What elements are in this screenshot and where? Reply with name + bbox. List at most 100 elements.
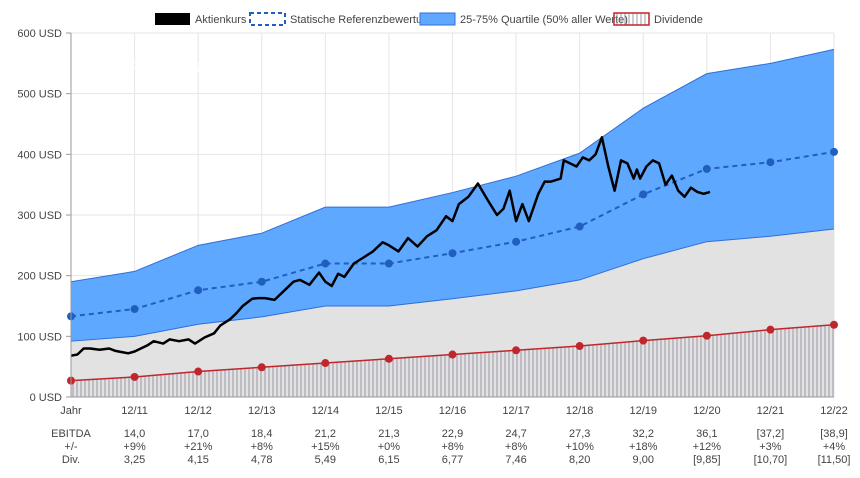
table-cell: +15% <box>311 441 340 453</box>
table-cell: [11,50] <box>818 454 851 466</box>
dividend-point <box>639 336 648 345</box>
x-tick-label: 12/21 <box>757 405 785 417</box>
y-tick-label: 500 USD <box>17 89 62 101</box>
table-row-label: +/- <box>64 441 77 453</box>
legend: Aktienkurs Statische Referenzbewertung 25-… <box>155 12 703 26</box>
fundamentals-table: EBITDA 14,0 17,0 18,4 21,2 21,3 22,9 24,7 27,3 32… <box>51 428 850 466</box>
quartile-band-area <box>71 49 834 342</box>
table-cell: 18,4 <box>251 428 272 440</box>
table-cell: 6,77 <box>442 454 463 466</box>
table-cell: 17,0 <box>187 428 208 440</box>
y-tick-label: 300 USD <box>17 210 62 222</box>
table-cell: 32,2 <box>633 428 654 440</box>
table-cell: +9% <box>123 441 146 453</box>
table-cell: 9,00 <box>633 454 654 466</box>
table-cell: 24,7 <box>505 428 526 440</box>
table-cell: [9,85] <box>693 454 721 466</box>
table-cell: +8% <box>441 441 464 453</box>
dividend-point <box>575 342 584 351</box>
reference-point <box>512 237 521 246</box>
price-line <box>70 136 711 357</box>
table-cell: +3% <box>759 441 782 453</box>
x-tick-label: 12/15 <box>375 405 403 417</box>
dividend-point <box>194 367 203 376</box>
table-cell: +4% <box>823 441 846 453</box>
table-cell: [38,9] <box>820 428 848 440</box>
x-tick-label: 12/19 <box>629 405 657 417</box>
quartile-lower-line <box>70 228 835 342</box>
table-cell: +12% <box>693 441 722 453</box>
table-cell: +8% <box>251 441 274 453</box>
table-cell: 27,3 <box>569 428 590 440</box>
reference-point <box>130 305 139 314</box>
reference-point <box>702 164 711 173</box>
table-row-label: EBITDA <box>51 428 91 440</box>
table-cell: +0% <box>378 441 401 453</box>
plot-area <box>67 48 838 397</box>
x-tick-label: 12/14 <box>312 405 340 417</box>
reference-point <box>639 190 648 199</box>
x-tick-label: 12/22 <box>820 405 848 417</box>
reference-point <box>575 222 584 231</box>
legend-label-dividend: Dividende <box>654 14 703 26</box>
y-tick-label: 200 USD <box>17 271 62 283</box>
dividend-point <box>766 325 775 334</box>
legend-swatch-price <box>155 13 190 25</box>
quartile-upper-line <box>70 48 835 283</box>
table-cell: +8% <box>505 441 528 453</box>
x-tick-label: 12/13 <box>248 405 276 417</box>
table-cell: 4,78 <box>251 454 272 466</box>
x-tick-label: 12/16 <box>439 405 467 417</box>
reference-point <box>766 158 775 167</box>
dividend-point <box>384 354 393 363</box>
x-tick-label: 12/17 <box>502 405 530 417</box>
table-cell: 14,0 <box>124 428 145 440</box>
y-tick-label: 100 USD <box>17 331 62 343</box>
dividend-point <box>130 372 139 381</box>
table-cell: 36,1 <box>696 428 717 440</box>
dividend-point <box>321 359 330 368</box>
table-cell: 22,9 <box>442 428 463 440</box>
dividend-point <box>512 346 521 355</box>
table-cell: 6,15 <box>378 454 399 466</box>
legend-swatch-dividend <box>613 12 650 26</box>
table-cell: 8,20 <box>569 454 590 466</box>
table-cell: 7,46 <box>505 454 526 466</box>
table-cell: 3,25 <box>124 454 145 466</box>
dividend-point <box>448 350 457 359</box>
watermark-text: aktienbewertung.info <box>90 56 231 72</box>
table-cell: 4,15 <box>187 454 208 466</box>
x-tick-label: 12/20 <box>693 405 721 417</box>
x-tick-label: 12/18 <box>566 405 594 417</box>
x-axis-label: Jahr <box>60 405 82 417</box>
dividend-point <box>702 331 711 340</box>
reference-point <box>830 147 838 156</box>
table-row-label: Div. <box>62 454 80 466</box>
legend-swatch-quartile <box>419 12 456 26</box>
legend-label-price: Aktienkurs <box>195 14 247 26</box>
table-cell: +18% <box>629 441 658 453</box>
table-cell: +10% <box>565 441 594 453</box>
table-cell: [10,70] <box>754 454 788 466</box>
reference-point <box>257 277 266 286</box>
y-tick-label: 600 USD <box>17 28 62 40</box>
table-cell: 21,2 <box>315 428 336 440</box>
table-cell: [37,2] <box>757 428 785 440</box>
table-cell: 5,49 <box>315 454 336 466</box>
reference-point <box>384 259 393 268</box>
axes: 0 USD 100 USD 200 USD 300 USD 400 USD 500 USD… <box>17 28 847 417</box>
x-tick-label: 12/12 <box>184 405 212 417</box>
table-cell: +21% <box>184 441 213 453</box>
x-tick-label: 12/11 <box>121 405 148 417</box>
legend-label-reference: Statische Referenzbewertung <box>290 14 434 26</box>
legend-label-quartile: 25-75% Quartile (50% aller Werte) <box>460 14 628 26</box>
legend-swatch-reference <box>249 12 286 26</box>
dividend-point <box>257 363 266 372</box>
reference-point <box>194 286 203 295</box>
reference-point <box>321 259 330 268</box>
y-tick-label: 400 USD <box>17 149 62 161</box>
dividend-point <box>830 320 838 329</box>
y-tick-label: 0 USD <box>30 392 62 404</box>
table-cell: 21,3 <box>378 428 399 440</box>
